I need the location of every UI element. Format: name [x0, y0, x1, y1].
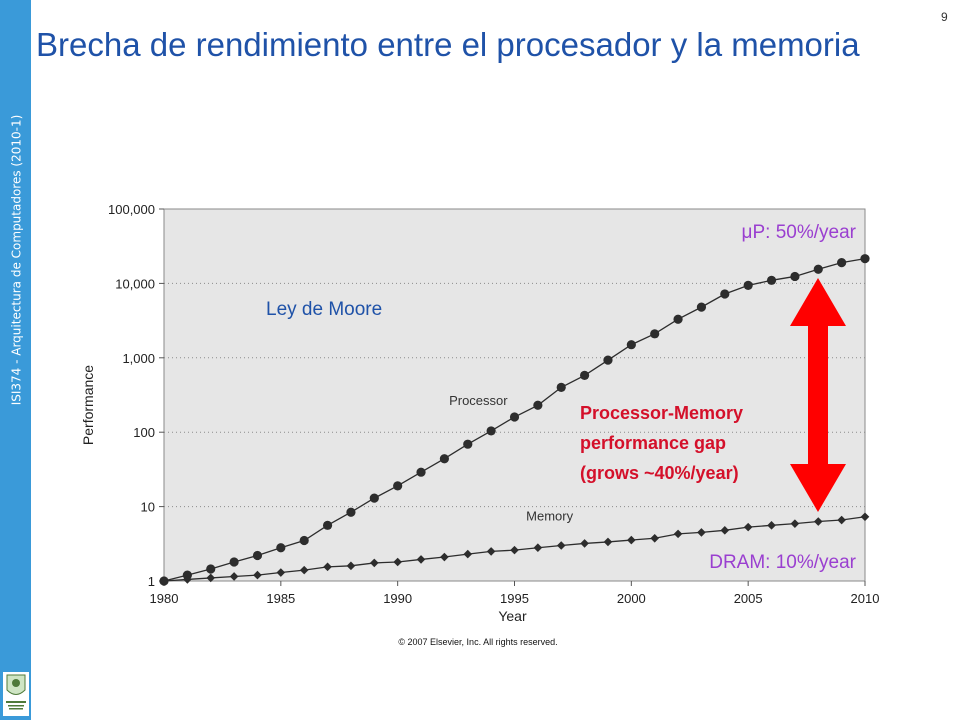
- y-tick-label: 10,000: [115, 276, 155, 291]
- processor-point: [603, 355, 613, 365]
- memory-series-label: Memory: [526, 508, 573, 523]
- processor-point: [182, 570, 192, 580]
- y-tick-label: 100,000: [108, 202, 155, 217]
- memory-point: [276, 568, 286, 577]
- plot-area: [163, 208, 866, 582]
- gap-double-arrow: [790, 278, 846, 512]
- processor-point: [650, 329, 660, 339]
- memory-point: [183, 575, 192, 584]
- memory-point: [486, 547, 496, 556]
- processor-point: [580, 370, 590, 381]
- memory-point: [463, 549, 473, 559]
- processor-point: [626, 340, 636, 350]
- mu-symbol: μ: [742, 222, 753, 243]
- processor-rate-text: P: 50%/year: [753, 222, 857, 243]
- memory-point: [837, 515, 846, 525]
- processor-point: [813, 264, 823, 274]
- x-tick-label: 1990: [383, 591, 412, 606]
- x-tick-label: 2005: [734, 591, 763, 606]
- memory-point: [206, 573, 216, 583]
- processor-point: [229, 557, 239, 567]
- processor-point: [556, 382, 566, 393]
- processor-point: [696, 302, 707, 312]
- memory-point: [790, 519, 800, 528]
- processor-point: [252, 550, 263, 561]
- memory-point: [253, 570, 262, 580]
- x-axis-title: Year: [498, 608, 527, 624]
- processor-point: [837, 258, 847, 268]
- processor-series-label: Processor: [449, 393, 508, 408]
- gap-label-line: performance gap: [580, 433, 726, 453]
- processor-point: [206, 564, 216, 574]
- memory-point: [580, 539, 589, 548]
- processor-point: [369, 493, 379, 503]
- processor-point: [486, 426, 496, 436]
- memory-point: [743, 522, 753, 532]
- x-tick-label: 2000: [617, 591, 646, 606]
- x-tick-label: 2010: [851, 591, 880, 606]
- processor-point: [299, 535, 309, 546]
- slide-title: Brecha de rendimiento entre el procesado…: [36, 26, 860, 63]
- memory-point: [159, 576, 169, 586]
- x-tick-label: 1985: [266, 591, 295, 606]
- y-tick-label: 100: [133, 425, 155, 440]
- memory-point: [813, 517, 823, 526]
- x-tick-label: 1980: [150, 591, 179, 606]
- processor-point: [533, 400, 543, 410]
- memory-point: [533, 543, 543, 553]
- processor-point: [673, 314, 683, 324]
- y-tick-label: 1,000: [122, 351, 155, 366]
- processor-point: [322, 520, 333, 530]
- memory-point: [370, 558, 379, 568]
- dram-rate-label: DRAM: 10%/year: [709, 552, 856, 573]
- memory-point: [767, 521, 776, 530]
- memory-point: [393, 557, 402, 567]
- memory-point: [416, 555, 426, 564]
- copyright-note: © 2007 Elsevier, Inc. All rights reserve…: [398, 637, 557, 647]
- memory-point: [650, 533, 659, 543]
- processor-point: [393, 481, 403, 491]
- memory-point: [346, 561, 356, 571]
- sidebar-band: ISI374 - Arquitectura de Computadores (2…: [0, 0, 31, 720]
- processor-point: [276, 543, 286, 553]
- y-axis-title: Performance: [80, 365, 96, 445]
- processor-point: [790, 271, 800, 282]
- memory-point: [323, 562, 332, 572]
- university-seal-logo: [3, 672, 29, 716]
- processor-point: [766, 275, 777, 285]
- processor-point: [439, 454, 449, 464]
- slide-number: 9: [941, 10, 948, 24]
- gap-label-line: Processor-Memory: [580, 403, 743, 423]
- y-tick-label: 10: [141, 500, 155, 515]
- memory-point: [697, 528, 706, 537]
- processor-point: [720, 289, 730, 299]
- memory-point: [720, 526, 730, 535]
- processor-point: [346, 507, 356, 517]
- processor-point: [463, 439, 473, 449]
- processor-point: [416, 467, 426, 477]
- memory-point: [603, 537, 613, 547]
- memory-point: [673, 529, 683, 539]
- moore-law-label: Ley de Moore: [266, 299, 382, 320]
- memory-point: [299, 565, 309, 575]
- memory-point: [556, 541, 566, 550]
- processor-point: [509, 412, 520, 422]
- gap-label-line: (grows ~40%/year): [580, 463, 739, 483]
- processor-rate-label: μP: 50%/year: [742, 222, 857, 243]
- memory-point: [510, 545, 519, 555]
- memory-point: [627, 535, 636, 545]
- memory-point: [860, 512, 870, 522]
- memory-point: [229, 572, 239, 581]
- processor-point: [860, 254, 870, 264]
- processor-point: [743, 280, 753, 290]
- x-tick-label: 1995: [500, 591, 529, 606]
- y-tick-label: 1: [148, 574, 155, 589]
- memory-point: [440, 552, 449, 562]
